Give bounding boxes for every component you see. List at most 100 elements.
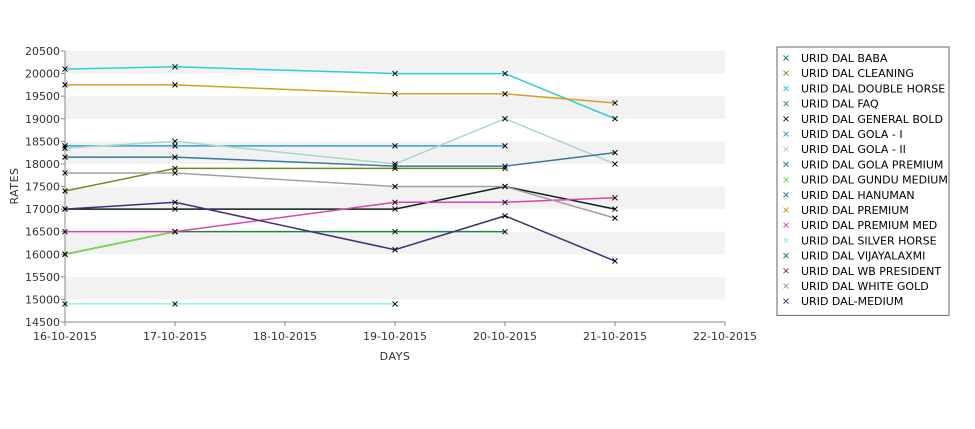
data-point: [502, 163, 508, 170]
grid-band: [65, 276, 725, 300]
x-tick-label: 21-10-2015: [583, 330, 647, 343]
y-tick-label: 16500: [25, 226, 60, 239]
series-lines: [62, 63, 618, 307]
data-point: [612, 206, 618, 212]
data-point: [392, 91, 398, 97]
data-point: [392, 163, 398, 170]
legend-marker: [783, 146, 789, 153]
y-tick-label: 16000: [25, 248, 60, 261]
data-point: [62, 154, 68, 160]
data-point: [612, 115, 618, 122]
legend-label: URID DAL HANUMAN: [801, 189, 915, 202]
legend-marker: [783, 298, 789, 305]
legend-marker: [783, 222, 789, 229]
data-point: [172, 206, 178, 212]
data-point: [392, 70, 398, 77]
legend-label: URID DAL BABA: [801, 52, 888, 65]
data-point: [392, 246, 398, 253]
x-tick-label: 20-10-2015: [473, 330, 537, 343]
data-point: [172, 142, 178, 149]
grid-band: [65, 73, 725, 97]
legend-marker: [783, 115, 789, 122]
grid-band: [65, 96, 725, 119]
data-point: [502, 213, 508, 219]
data-point: [502, 115, 508, 122]
legend-marker: [783, 207, 789, 213]
data-point: [502, 91, 508, 97]
legend-marker: [783, 252, 789, 259]
y-tick-label: 14500: [25, 316, 60, 329]
y-tick-label: 15000: [25, 293, 60, 306]
data-point: [172, 170, 178, 176]
data-point: [502, 142, 508, 149]
y-tick-label: 19000: [25, 113, 60, 126]
data-point: [172, 165, 178, 172]
x-tick-label: 18-10-2015: [253, 330, 317, 343]
series-line: [64, 230, 176, 255]
legend-box: [776, 46, 950, 316]
data-point: [392, 301, 398, 307]
data-point: [172, 82, 178, 88]
data-point: [392, 199, 398, 206]
legend-marker: [783, 176, 789, 183]
series-line: [64, 167, 505, 192]
data-point: [62, 206, 68, 212]
grid-band: [65, 163, 725, 187]
y-tick-label: 18500: [25, 135, 60, 148]
legend-label: URID DAL GOLA - II: [801, 143, 906, 156]
x-tick-label: 19-10-2015: [363, 330, 427, 343]
grid-band: [65, 51, 725, 74]
legend-label: URID DAL DOUBLE HORSE: [801, 82, 945, 95]
data-point: [502, 183, 508, 190]
data-point: [62, 251, 68, 258]
y-tick-label: 17500: [25, 181, 60, 194]
data-point: [612, 258, 618, 264]
legend: URID DAL BABA URID DAL CLEANING URID DAL D…: [776, 46, 950, 316]
data-point: [62, 188, 68, 194]
legend-label: URID DAL FAQ: [801, 98, 879, 111]
legend-label: URID DAL SILVER HORSE: [801, 234, 937, 247]
data-point: [62, 301, 68, 307]
data-point: [62, 145, 68, 151]
legend-marker: [783, 131, 789, 137]
x-axis-title: DAYS: [380, 350, 411, 363]
data-point: [502, 199, 508, 206]
data-point: [62, 66, 68, 72]
legend-marker: [783, 237, 789, 244]
y-tick-labels: 14500 15000 15500 16000 16500 17000 17500 18000…: [25, 45, 60, 329]
legend-marker: [783, 55, 789, 61]
legend-marker: [783, 267, 789, 274]
grid-band: [65, 231, 725, 255]
data-point: [612, 100, 618, 106]
data-point: [62, 82, 68, 88]
legend-marker: [783, 70, 789, 77]
axes: [61, 50, 726, 326]
y-axis-title: RATES: [8, 167, 21, 204]
data-point: [62, 228, 68, 235]
y-tick-label: 18000: [25, 158, 60, 171]
y-tick-label: 20000: [25, 68, 60, 81]
y-tick-label: 20500: [25, 45, 60, 58]
x-tick-labels: 16-10-2015 17-10-2015 18-10-2015 19-10-2015…: [33, 330, 757, 343]
data-point: [612, 194, 618, 201]
grid-band: [65, 254, 725, 277]
data-point: [502, 70, 508, 77]
legend-marker: [783, 283, 789, 289]
grid-band: [65, 209, 725, 232]
grid-band: [65, 141, 725, 164]
grid-band: [65, 118, 725, 142]
x-tick-label: 22-10-2015: [693, 330, 757, 343]
legend-label: URID DAL PREMIUM: [801, 204, 909, 217]
legend-marker: [783, 161, 789, 168]
grid-band: [65, 186, 725, 210]
data-point: [172, 199, 178, 206]
data-point: [172, 154, 178, 160]
legend-marker: [783, 100, 789, 107]
legend-label: URID DAL CLEANING: [801, 67, 914, 80]
legend-label: URID DAL PREMIUM MED: [801, 219, 937, 232]
data-point: [172, 138, 178, 145]
legend-label: URID DAL GOLA - I: [801, 128, 903, 141]
legend-label: URID DAL GENERAL BOLD: [801, 113, 943, 126]
y-tick-label: 15500: [25, 271, 60, 284]
